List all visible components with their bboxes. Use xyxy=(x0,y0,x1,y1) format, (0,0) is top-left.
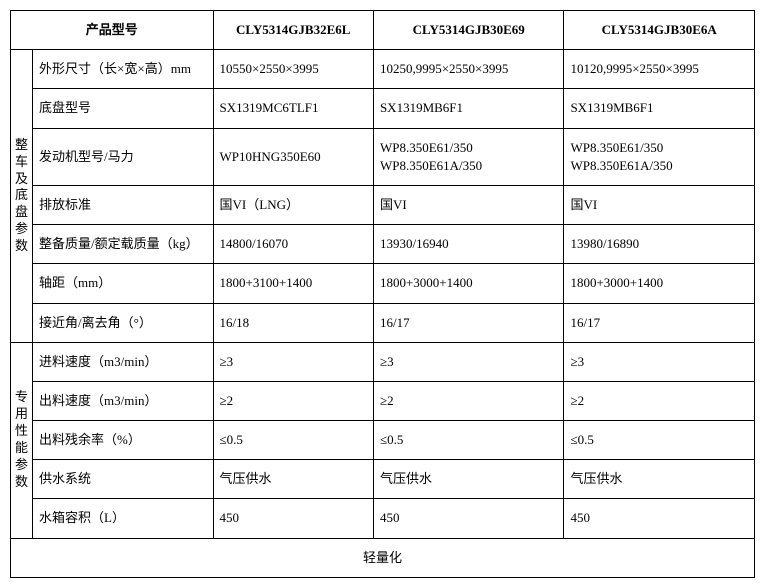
cell: 16/18 xyxy=(213,303,373,342)
row-label: 进料速度（m3/min） xyxy=(33,342,213,381)
cell: 1800+3100+1400 xyxy=(213,264,373,303)
row-label: 出料残余率（%） xyxy=(33,421,213,460)
row-label: 接近角/离去角（°） xyxy=(33,303,213,342)
row-label: 整备质量/额定载质量（kg） xyxy=(33,225,213,264)
cell: SX1319MC6TLF1 xyxy=(213,89,373,128)
row-label: 供水系统 xyxy=(33,460,213,499)
row-label: 发动机型号/马力 xyxy=(33,128,213,185)
cell: ≥3 xyxy=(213,342,373,381)
cell: ≤0.5 xyxy=(564,421,755,460)
cell: 16/17 xyxy=(373,303,564,342)
cell: 国VI xyxy=(373,185,564,224)
cell: 气压供水 xyxy=(564,460,755,499)
cell: 10120,9995×2550×3995 xyxy=(564,50,755,89)
cell: ≤0.5 xyxy=(373,421,564,460)
cell: 国VI（LNG） xyxy=(213,185,373,224)
cell: 1800+3000+1400 xyxy=(564,264,755,303)
group-header-1: 专用性能参数 xyxy=(11,342,33,538)
cell: ≥2 xyxy=(564,381,755,420)
row-label: 底盘型号 xyxy=(33,89,213,128)
cell: WP8.350E61/350WP8.350E61A/350 xyxy=(373,128,564,185)
row-label: 排放标准 xyxy=(33,185,213,224)
cell: 450 xyxy=(564,499,755,538)
row-label: 轴距（mm） xyxy=(33,264,213,303)
header-model-label: 产品型号 xyxy=(11,11,214,50)
cell: WP10HNG350E60 xyxy=(213,128,373,185)
cell: 国VI xyxy=(564,185,755,224)
cell: SX1319MB6F1 xyxy=(564,89,755,128)
cell: 10550×2550×3995 xyxy=(213,50,373,89)
cell: WP8.350E61/350WP8.350E61A/350 xyxy=(564,128,755,185)
cell: 14800/16070 xyxy=(213,225,373,264)
row-label: 出料速度（m3/min） xyxy=(33,381,213,420)
group-header-0: 整车及底盘参数 xyxy=(11,50,33,343)
cell: 13930/16940 xyxy=(373,225,564,264)
cell: ≥3 xyxy=(373,342,564,381)
cell: ≥3 xyxy=(564,342,755,381)
row-label: 水箱容积（L） xyxy=(33,499,213,538)
cell: 10250,9995×2550×3995 xyxy=(373,50,564,89)
cell: 13980/16890 xyxy=(564,225,755,264)
cell: 1800+3000+1400 xyxy=(373,264,564,303)
cell: ≥2 xyxy=(373,381,564,420)
row-label: 外形尺寸（长×宽×高）mm xyxy=(33,50,213,89)
header-model-0: CLY5314GJB32E6L xyxy=(213,11,373,50)
spec-table: 产品型号CLY5314GJB32E6LCLY5314GJB30E69CLY531… xyxy=(10,10,755,578)
cell: 450 xyxy=(373,499,564,538)
header-model-1: CLY5314GJB30E69 xyxy=(373,11,564,50)
footer-cell: 轻量化 xyxy=(11,538,755,577)
cell: SX1319MB6F1 xyxy=(373,89,564,128)
cell: ≥2 xyxy=(213,381,373,420)
cell: 气压供水 xyxy=(373,460,564,499)
cell: 16/17 xyxy=(564,303,755,342)
cell: ≤0.5 xyxy=(213,421,373,460)
cell: 450 xyxy=(213,499,373,538)
cell: 气压供水 xyxy=(213,460,373,499)
header-model-2: CLY5314GJB30E6A xyxy=(564,11,755,50)
